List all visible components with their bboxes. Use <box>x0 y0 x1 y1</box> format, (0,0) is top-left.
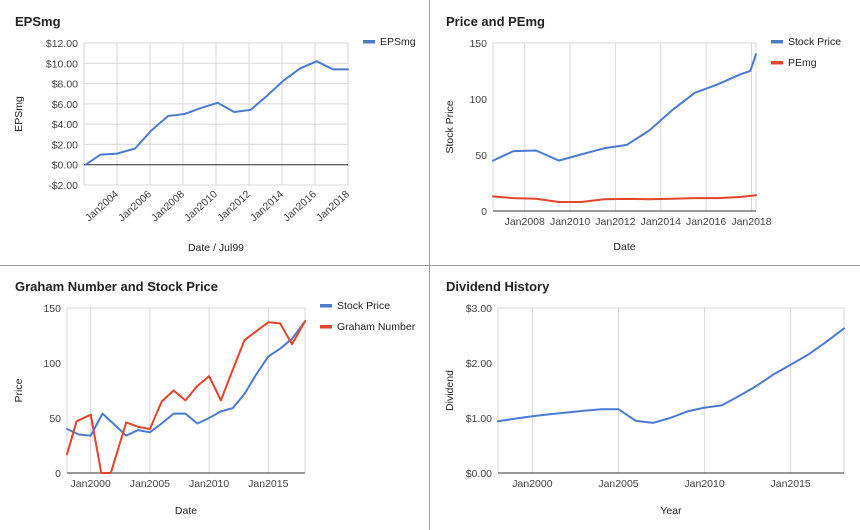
dividend-chart-panel: Dividend History $0.00 $1.00 $2.00 $3.00 Jan2… <box>431 267 860 530</box>
x-tick-label: Jan2014 <box>641 216 681 228</box>
y-tick-label: 100 <box>43 358 61 370</box>
legend-label: EPSmg <box>380 36 416 48</box>
y-tick-label: 50 <box>49 413 61 425</box>
series-line-epsmg <box>84 60 349 166</box>
x-axis-title: Date / Jul99 <box>188 242 244 254</box>
x-tick-label: Jan2005 <box>598 478 638 490</box>
series-line-dividend <box>497 327 845 424</box>
x-tick-label: Jan2000 <box>71 478 111 490</box>
chart-title: Graham Number and Stock Price <box>15 279 218 294</box>
y-tick-label: 150 <box>43 303 61 315</box>
y-tick-label: $2.00 <box>52 139 78 151</box>
x-tick-label: Jan2014 <box>248 188 286 224</box>
series-line-graham-number <box>66 320 306 474</box>
price-pe-chart: Price and PEmg 0 50 100 150 Jan2008 Jan2010 Jan… <box>444 14 841 253</box>
x-tick-label: Jan2018 <box>731 216 771 228</box>
x-tick-label: Jan2018 <box>314 188 352 224</box>
legend-swatch <box>771 40 783 44</box>
x-tick-label: Jan2015 <box>770 478 810 490</box>
legend-swatch <box>320 325 332 329</box>
x-tick-label: Jan2004 <box>83 188 121 224</box>
y-tick-label: 0 <box>481 206 487 218</box>
legend-label: Stock Price <box>337 300 390 312</box>
x-tick-label: Jan2006 <box>116 188 154 224</box>
graham-chart-panel: Graham Number and Stock Price 0 50 100 150 Ja… <box>0 267 429 530</box>
x-tick-label: Jan2016 <box>281 188 319 224</box>
y-tick-label: $6.00 <box>52 99 78 111</box>
graham-chart: Graham Number and Stock Price 0 50 100 150 Ja… <box>13 279 416 517</box>
y-tick-label: $2.00 <box>466 358 492 370</box>
y-axis-title: Price <box>13 378 25 402</box>
x-tick-label: Jan2012 <box>215 188 253 224</box>
y-tick-label: 150 <box>469 38 487 50</box>
y-tick-label: 100 <box>469 94 487 106</box>
y-tick-label: $3.00 <box>466 303 492 315</box>
y-tick-label: 0 <box>55 468 61 480</box>
legend-swatch <box>320 304 332 308</box>
chart-title: Price and PEmg <box>446 14 545 29</box>
x-tick-label: Jan2012 <box>595 216 635 228</box>
legend-label: PEmg <box>788 57 817 69</box>
x-tick-label: Jan2005 <box>130 478 170 490</box>
y-tick-label: $12.00 <box>46 38 78 50</box>
x-tick-label: Jan2016 <box>686 216 726 228</box>
x-tick-label: Jan2010 <box>684 478 724 490</box>
price-pe-chart-panel: Price and PEmg 0 50 100 150 Jan2008 Jan2010 Jan… <box>431 0 860 265</box>
y-axis-title: EPSmg <box>13 96 25 132</box>
chart-title: EPSmg <box>15 14 61 29</box>
horizontal-divider <box>0 265 860 266</box>
y-tick-label: $8.00 <box>52 79 78 91</box>
y-tick-label: $4.00 <box>52 119 78 131</box>
eps-chart: EPSmg -$2.00 $0.00 $2.00 $4.00 $6.00 $8.00 $10.… <box>13 14 416 254</box>
series-line-stock-price <box>492 53 757 162</box>
legend-swatch <box>363 40 375 44</box>
y-axis-title: Dividend <box>444 370 456 411</box>
y-tick-label: $0.00 <box>52 160 78 172</box>
series-line-pemg <box>492 194 757 203</box>
x-tick-label: Jan2010 <box>182 188 220 224</box>
x-tick-label: Jan2010 <box>550 216 590 228</box>
x-tick-label: Jan2010 <box>189 478 229 490</box>
x-tick-label: Jan2008 <box>149 188 187 224</box>
legend-swatch <box>771 61 783 65</box>
x-tick-label: Jan2008 <box>505 216 545 228</box>
y-tick-label: $10.00 <box>46 58 78 70</box>
y-tick-label: 50 <box>475 150 487 162</box>
x-axis-title: Date <box>175 505 197 517</box>
series-line-stock-price <box>66 320 306 437</box>
y-axis-title: Stock Price <box>444 100 456 153</box>
y-tick-label: -$2.00 <box>48 180 78 192</box>
x-tick-label: Jan2000 <box>512 478 552 490</box>
dividend-chart: Dividend History $0.00 $1.00 $2.00 $3.00 Jan2… <box>444 279 845 517</box>
y-tick-label: $0.00 <box>466 468 492 480</box>
chart-title: Dividend History <box>446 279 550 294</box>
legend-label: Graham Number <box>337 321 416 333</box>
x-axis-title: Year <box>660 505 682 517</box>
eps-chart-panel: EPSmg -$2.00 $0.00 $2.00 $4.00 $6.00 $8.00 $10.… <box>0 0 429 265</box>
x-axis-title: Date <box>613 241 635 253</box>
x-tick-label: Jan2015 <box>248 478 288 490</box>
legend-label: Stock Price <box>788 36 841 48</box>
y-tick-label: $1.00 <box>466 413 492 425</box>
